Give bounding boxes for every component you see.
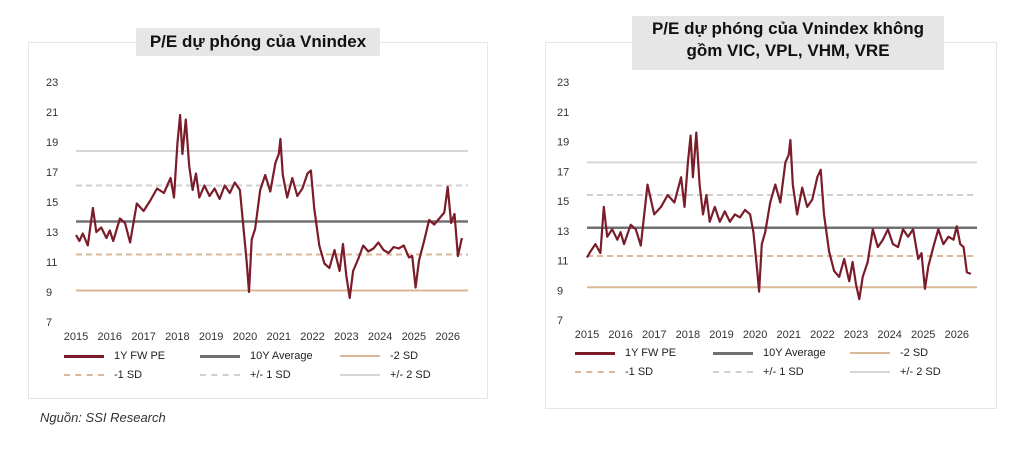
y-tick-label: 23 bbox=[46, 77, 58, 89]
legend-label-pm1sd: +/- 1 SD bbox=[763, 366, 804, 378]
legend-label-minus1sd: -1 SD bbox=[114, 369, 143, 381]
x-tick-label: 2023 bbox=[844, 329, 868, 340]
legend-swatch-minus1sd bbox=[575, 371, 615, 373]
legend-item-pm2sd: +/- 2 SD bbox=[340, 369, 431, 381]
legend-left: 1Y FW PE 10Y Average -2 SD -1 SD +/- 1 S… bbox=[28, 350, 486, 390]
legend-label-avg: 10Y Average bbox=[763, 347, 826, 359]
x-tick-label: 2025 bbox=[402, 331, 426, 340]
legend-swatch-series bbox=[64, 354, 104, 358]
chart-title-left: P/E dự phóng của Vnindex bbox=[136, 28, 380, 56]
x-tick-label: 2024 bbox=[877, 329, 901, 340]
legend-item-pm2sd: +/- 2 SD bbox=[850, 366, 941, 378]
legend-item-minus2sd: -2 SD bbox=[340, 350, 418, 362]
legend-swatch-avg bbox=[200, 354, 240, 358]
x-tick-label: 2026 bbox=[945, 329, 969, 340]
legend-label-minus2sd: -2 SD bbox=[390, 350, 419, 362]
legend-label-pm1sd: +/- 1 SD bbox=[250, 369, 291, 381]
y-tick-label: 9 bbox=[46, 287, 52, 299]
pe-chart-left: 7 9 11 13 15 17 19 21 23 2015 2016 2017 2018 2019 2020… bbox=[46, 77, 468, 340]
x-tick-label: 2016 bbox=[608, 329, 632, 340]
chart-title-right: P/E dự phóng của Vnindex không gồm VIC, … bbox=[632, 16, 944, 70]
legend-label-minus2sd: -2 SD bbox=[900, 347, 929, 359]
y-tick-label: 21 bbox=[46, 107, 58, 119]
chart-panel-right bbox=[545, 42, 997, 409]
x-tick-label: 2015 bbox=[575, 329, 599, 340]
series-line-1y-fw-pe bbox=[75, 113, 463, 300]
y-tick-label: 17 bbox=[46, 167, 58, 179]
y-tick-label: 15 bbox=[46, 197, 58, 209]
y-tick-label: 13 bbox=[557, 226, 569, 238]
legend-swatch-pm1sd bbox=[200, 374, 240, 376]
x-tick-label: 2016 bbox=[98, 331, 122, 340]
legend-item-minus1sd: -1 SD bbox=[575, 366, 653, 378]
x-tick-label: 2021 bbox=[267, 331, 291, 340]
x-tick-label: 2019 bbox=[199, 331, 223, 340]
legend-swatch-pm2sd bbox=[340, 374, 380, 376]
legend-swatch-minus2sd bbox=[850, 352, 890, 354]
legend-swatch-pm1sd bbox=[713, 371, 753, 373]
legend-item-pm1sd: +/- 1 SD bbox=[713, 366, 804, 378]
legend-swatch-pm2sd bbox=[850, 371, 890, 373]
legend-item-minus1sd: -1 SD bbox=[64, 369, 142, 381]
legend-swatch-minus1sd bbox=[64, 374, 104, 376]
x-tick-label: 2020 bbox=[743, 329, 767, 340]
x-tick-label: 2022 bbox=[810, 329, 834, 340]
legend-label-series: 1Y FW PE bbox=[114, 350, 166, 362]
legend-label-pm2sd: +/- 2 SD bbox=[900, 366, 941, 378]
y-tick-label: 17 bbox=[557, 166, 569, 178]
x-tick-label: 2023 bbox=[334, 331, 358, 340]
legend-item-series: 1Y FW PE bbox=[575, 347, 676, 359]
legend-label-pm2sd: +/- 2 SD bbox=[390, 369, 431, 381]
legend-item-avg: 10Y Average bbox=[713, 347, 826, 359]
y-tick-label: 11 bbox=[46, 257, 57, 269]
source-note: Nguồn: SSI Research bbox=[40, 410, 166, 425]
legend-label-avg: 10Y Average bbox=[250, 350, 313, 362]
x-tick-label: 2017 bbox=[131, 331, 155, 340]
y-tick-label: 19 bbox=[557, 137, 569, 149]
x-tick-label: 2017 bbox=[642, 329, 666, 340]
series-line-1y-fw-pe bbox=[586, 131, 972, 301]
legend-label-minus1sd: -1 SD bbox=[625, 366, 654, 378]
legend-item-series: 1Y FW PE bbox=[64, 350, 165, 362]
y-tick-label: 21 bbox=[557, 107, 569, 119]
x-tick-label: 2019 bbox=[709, 329, 733, 340]
x-tick-label: 2020 bbox=[233, 331, 257, 340]
x-tick-label: 2026 bbox=[435, 331, 459, 340]
x-tick-label: 2018 bbox=[676, 329, 700, 340]
y-tick-label: 9 bbox=[557, 285, 563, 297]
x-tick-label: 2015 bbox=[64, 331, 88, 340]
y-tick-label: 23 bbox=[557, 77, 569, 89]
x-tick-label: 2021 bbox=[776, 329, 800, 340]
y-tick-label: 13 bbox=[46, 227, 58, 239]
legend-right: 1Y FW PE 10Y Average -2 SD -1 SD +/- 1 S… bbox=[545, 347, 995, 387]
y-tick-label: 7 bbox=[557, 315, 563, 327]
x-tick-label: 2022 bbox=[300, 331, 324, 340]
legend-item-avg: 10Y Average bbox=[200, 350, 313, 362]
y-tick-label: 7 bbox=[46, 317, 52, 329]
legend-swatch-series bbox=[575, 351, 615, 355]
legend-swatch-minus2sd bbox=[340, 355, 380, 357]
legend-item-minus2sd: -2 SD bbox=[850, 347, 928, 359]
pe-chart-right: 7 9 11 13 15 17 19 21 23 2015 2016 2017 2018 2019 2020… bbox=[557, 77, 977, 340]
legend-swatch-avg bbox=[713, 351, 753, 355]
y-tick-label: 15 bbox=[557, 196, 569, 208]
y-tick-label: 19 bbox=[46, 137, 58, 149]
y-tick-label: 11 bbox=[557, 256, 568, 268]
legend-label-series: 1Y FW PE bbox=[625, 347, 677, 359]
x-tick-label: 2018 bbox=[165, 331, 189, 340]
legend-item-pm1sd: +/- 1 SD bbox=[200, 369, 291, 381]
x-tick-label: 2024 bbox=[368, 331, 392, 340]
x-tick-label: 2025 bbox=[911, 329, 935, 340]
